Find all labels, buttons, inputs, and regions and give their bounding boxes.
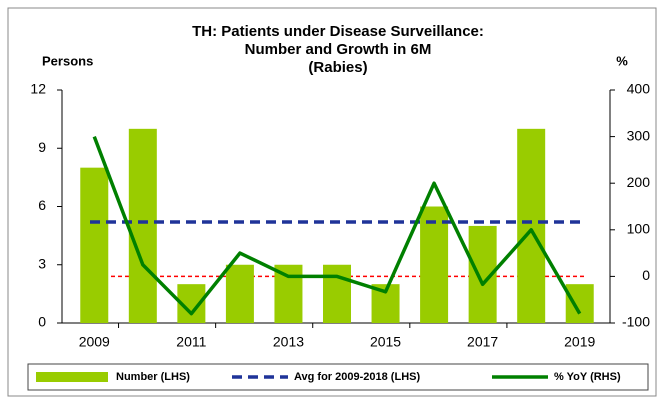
chart-title: (Rabies) bbox=[308, 59, 367, 76]
x-tick-label: 2009 bbox=[79, 334, 110, 350]
y2-tick-label: 300 bbox=[627, 127, 651, 143]
chart-title: TH: Patients under Disease Surveillance: bbox=[192, 23, 484, 40]
y-tick-label: 12 bbox=[30, 81, 46, 97]
bar bbox=[517, 128, 546, 323]
legend-label: % YoY (RHS) bbox=[554, 371, 621, 383]
bar bbox=[80, 167, 109, 323]
y2-axis-label: % bbox=[616, 53, 628, 68]
y-axis-label: Persons bbox=[42, 53, 93, 68]
y2-tick-label: 0 bbox=[642, 267, 650, 283]
x-tick-label: 2011 bbox=[176, 334, 206, 350]
legend-label: Number (LHS) bbox=[116, 371, 190, 383]
y-tick-label: 0 bbox=[38, 314, 46, 330]
legend-label: Avg for 2009-2018 (LHS) bbox=[294, 371, 420, 383]
x-tick-label: 2015 bbox=[370, 334, 401, 350]
y-tick-label: 6 bbox=[38, 197, 46, 213]
bar bbox=[274, 264, 303, 323]
y2-tick-label: -100 bbox=[622, 314, 650, 330]
x-tick-label: 2017 bbox=[467, 334, 498, 350]
chart-title: Number and Growth in 6M bbox=[245, 41, 432, 58]
bar bbox=[225, 264, 254, 323]
y2-tick-label: 200 bbox=[627, 174, 651, 190]
bar bbox=[128, 128, 157, 323]
y-tick-label: 3 bbox=[38, 255, 46, 271]
bar bbox=[323, 264, 351, 323]
line-series bbox=[92, 135, 582, 316]
bar bbox=[565, 284, 594, 323]
x-tick-label: 2019 bbox=[564, 334, 595, 350]
y2-tick-label: 100 bbox=[627, 221, 651, 237]
legend-swatch bbox=[36, 372, 108, 382]
x-tick-label: 2013 bbox=[273, 334, 304, 350]
y2-tick-label: 400 bbox=[627, 81, 651, 97]
y-tick-label: 9 bbox=[38, 139, 46, 155]
bar bbox=[420, 206, 449, 323]
chart-border bbox=[7, 7, 657, 397]
